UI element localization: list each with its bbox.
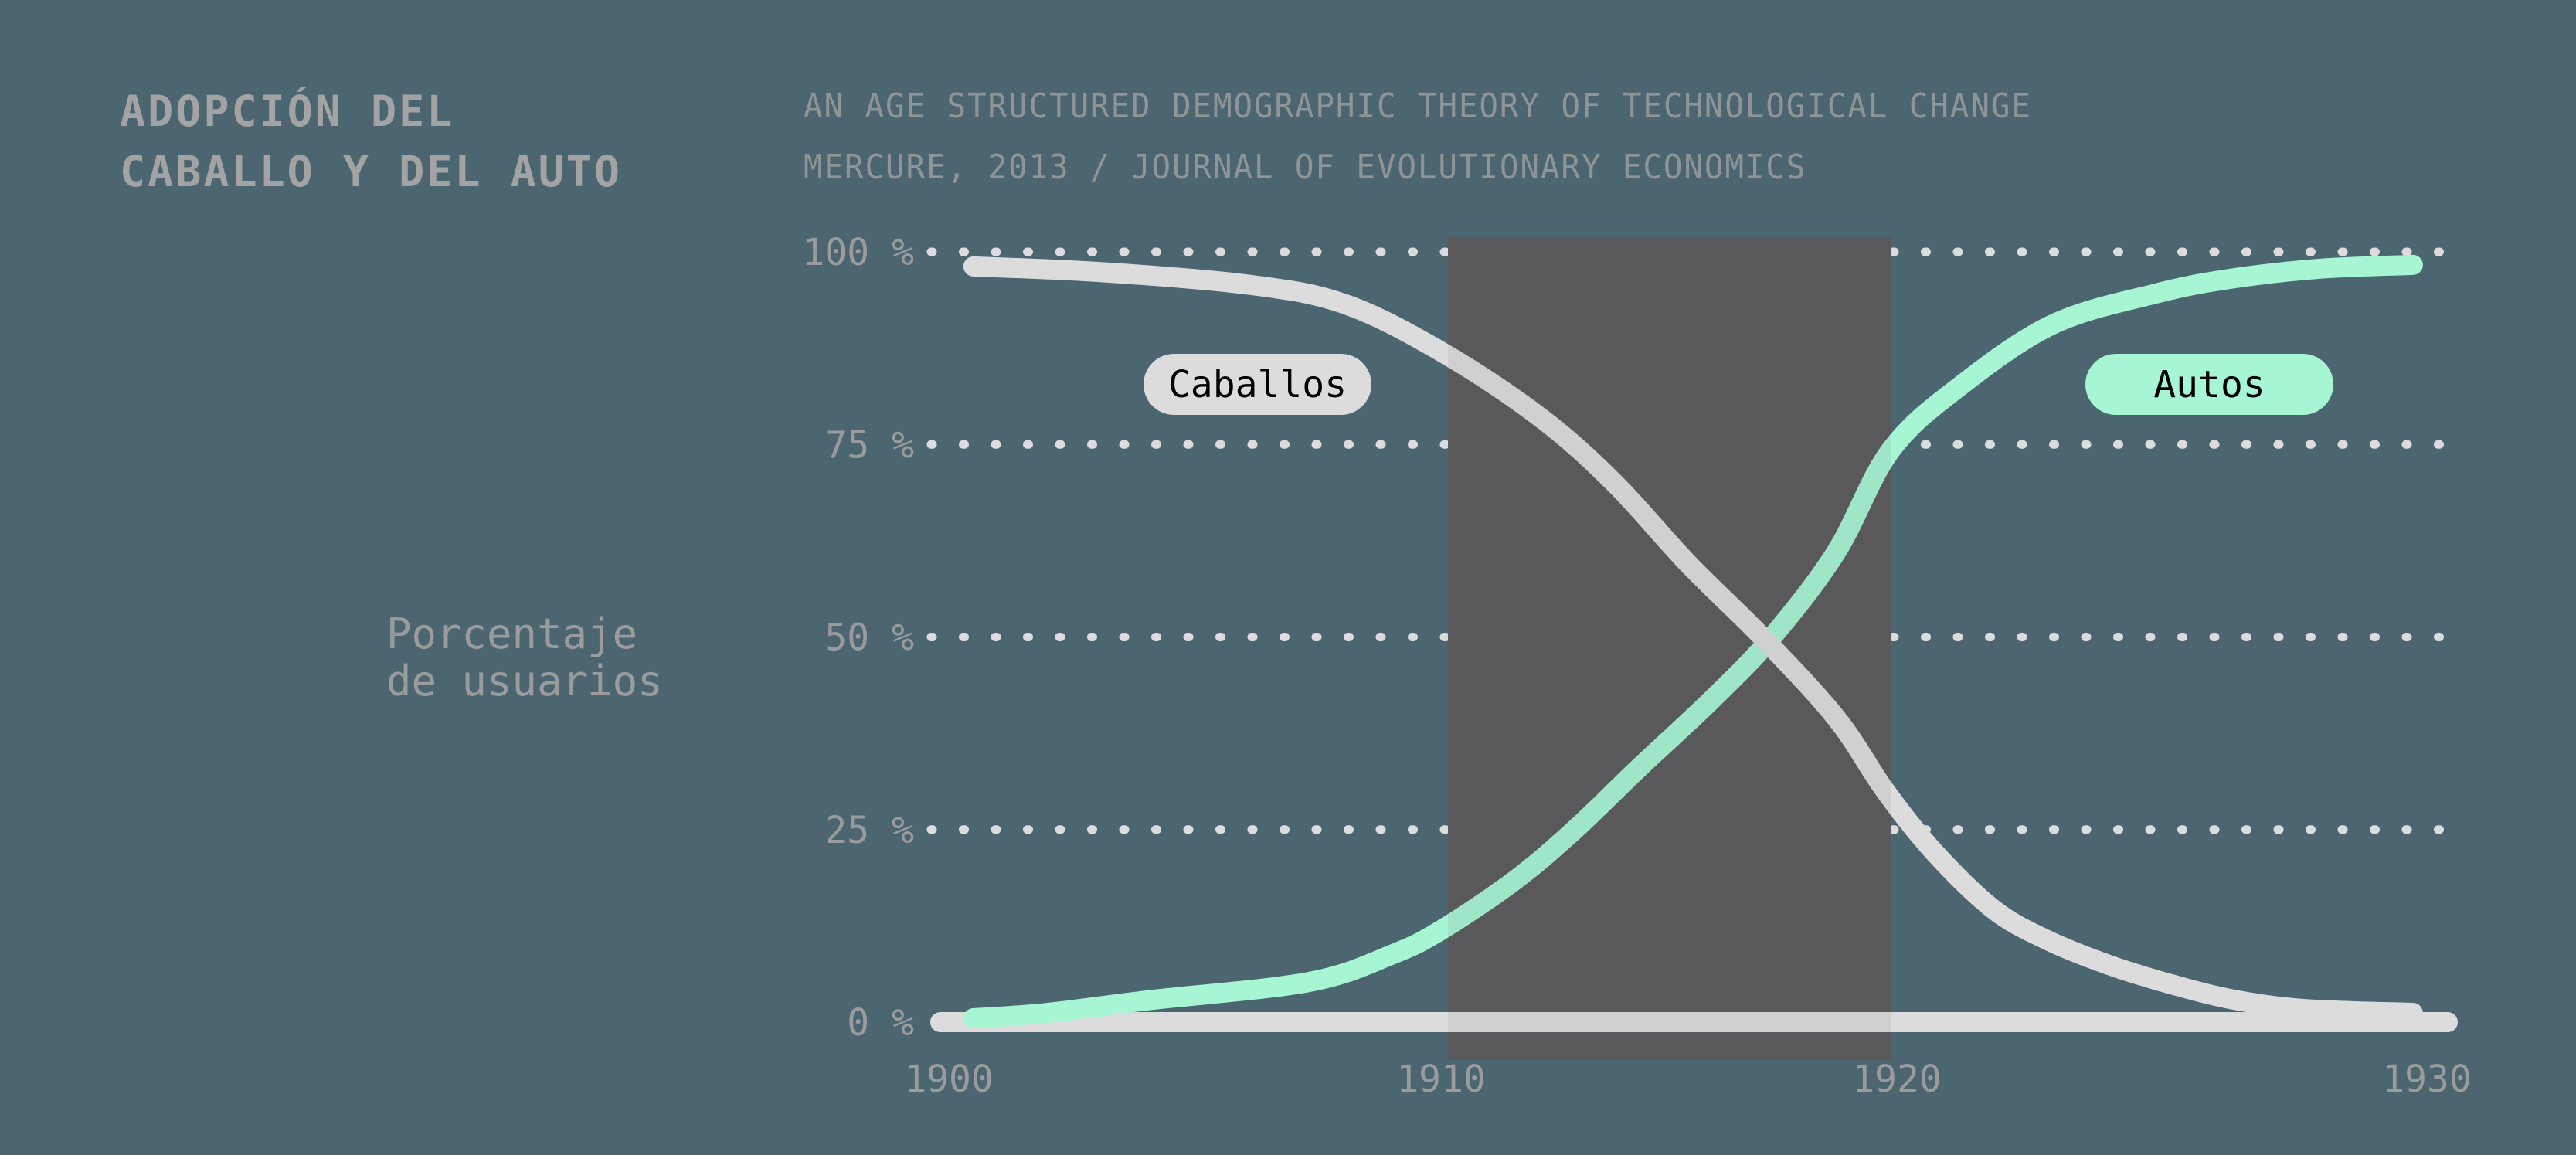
x-tick-label: 1930 xyxy=(2382,1058,2472,1101)
chart-title-line2: CABALLO Y DEL AUTO xyxy=(120,147,623,196)
chart-title-line1: ADOPCIÓN DEL xyxy=(120,87,455,136)
x-tick-label: 1910 xyxy=(1396,1058,1486,1101)
y-tick-label: 75 % xyxy=(824,423,914,467)
x-axis-ticks: 1900 1910 1920 1930 xyxy=(904,1058,2472,1101)
gridlines xyxy=(926,247,2452,834)
highlight-band-1910-1920 xyxy=(1448,237,1891,1060)
y-tick-label: 0 % xyxy=(847,1001,914,1045)
legend-caballos-label: Caballos xyxy=(1167,362,1347,406)
x-tick-label: 1920 xyxy=(1852,1058,1942,1101)
y-tick-label: 50 % xyxy=(824,617,914,660)
y-tick-label: 25 % xyxy=(824,809,914,852)
series-line-caballos xyxy=(963,256,2423,1023)
chart-subtitle: AN AGE STRUCTURED DEMOGRAPHIC THEORY OF … xyxy=(804,76,2032,198)
y-axis-label-line2: de usuarios xyxy=(386,657,663,705)
chart-subtitle-line1: AN AGE STRUCTURED DEMOGRAPHIC THEORY OF … xyxy=(804,87,2032,126)
legend-caballos: Caballos xyxy=(1144,354,1371,415)
y-axis-label: Porcentaje de usuarios xyxy=(386,610,663,705)
y-axis-label-line1: Porcentaje xyxy=(386,610,638,658)
legend-autos: Autos xyxy=(2085,354,2333,415)
y-tick-label: 100 % xyxy=(803,231,915,274)
series-line-autos xyxy=(963,254,2423,1028)
y-axis-ticks: 100 % 75 % 50 % 25 % 0 % xyxy=(803,231,915,1045)
chart-title: ADOPCIÓN DEL CABALLO Y DEL AUTO xyxy=(120,81,622,202)
highlight-band-overlay xyxy=(1448,237,1891,1060)
x-tick-label: 1900 xyxy=(904,1058,994,1101)
legend-autos-label: Autos xyxy=(2153,362,2265,406)
chart-subtitle-line2: MERCURE, 2013 / JOURNAL OF EVOLUTIONARY … xyxy=(804,148,1807,187)
